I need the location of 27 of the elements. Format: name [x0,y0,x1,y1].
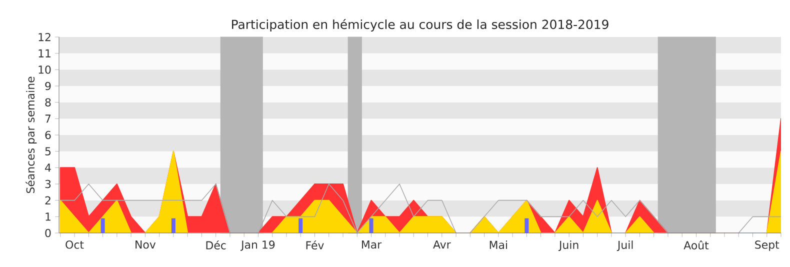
y-tick-label: 2 [45,196,50,204]
y-tick-label: 0 [45,228,51,238]
x-tick-label: Jan 19 [240,240,275,251]
y-tick-label: 6 [45,130,51,140]
y-tick-label: 5 [45,147,51,156]
x-tick-label: Sept [755,240,780,251]
y-axis-title: Séances par semaine [26,76,37,194]
x-tick-label: Mai [490,240,508,250]
y-tick-label: 1 [46,212,50,221]
y-tick-label: 9 [45,82,51,90]
x-tick-label: Juil [616,240,633,252]
x-tick-label: Avr [433,240,451,249]
x-tick-label: Fév [306,240,324,250]
y-tick-label: 7 [45,114,51,123]
y-tick-label: 11 [38,49,50,58]
y-tick-label: 3 [45,180,51,188]
x-tick-label: Mar [362,240,382,249]
x-tick-label: Nov [136,240,156,249]
x-tick-label: Juin [558,240,578,252]
x-tick-label: Août [684,240,709,250]
y-tick-label: 10 [38,66,51,74]
x-tick-label: Oct [66,240,84,249]
y-tick-label: 12 [38,32,50,42]
chart-title: Participation en hémicycle au cours de la session 2018-2019 [232,18,608,32]
y-tick-label: 8 [45,98,51,106]
y-tick-label: 4 [45,164,51,172]
x-tick-label: Déc [206,240,226,250]
